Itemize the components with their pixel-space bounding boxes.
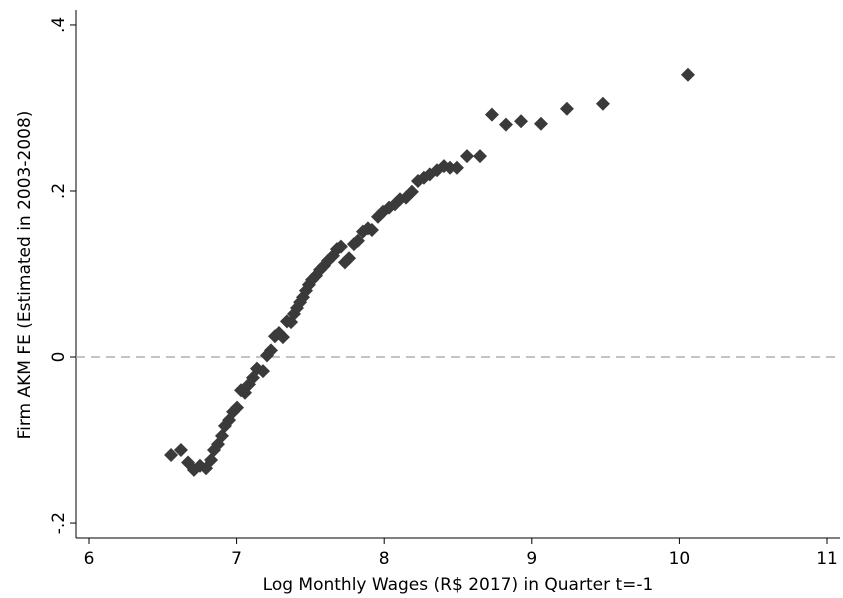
- point: [342, 251, 357, 266]
- x-tick-label: 6: [84, 549, 95, 569]
- point: [472, 149, 487, 164]
- point: [204, 452, 219, 467]
- x-tick-label: 11: [816, 549, 838, 569]
- point: [245, 370, 260, 385]
- point: [173, 443, 188, 457]
- point: [214, 428, 229, 443]
- x-tick-label: 8: [379, 549, 390, 569]
- point: [256, 364, 271, 379]
- point: [498, 117, 513, 132]
- point: [337, 255, 352, 270]
- x-axis-title: Log Monthly Wages (R$ 2017) in Quarter t…: [263, 575, 654, 595]
- point: [533, 116, 548, 131]
- point: [460, 149, 475, 164]
- x-tick-label: 9: [526, 549, 537, 569]
- x-tick-label: 10: [669, 549, 691, 569]
- x-tick-label: 7: [231, 549, 242, 569]
- y-tick-label: 0: [49, 352, 69, 363]
- point: [559, 101, 574, 116]
- y-tick-label: -.2: [49, 512, 69, 534]
- point: [595, 96, 610, 111]
- point: [404, 184, 419, 199]
- y-tick-label: .4: [49, 17, 69, 33]
- point: [680, 67, 695, 82]
- point: [230, 400, 245, 415]
- point: [484, 107, 499, 122]
- point: [350, 233, 365, 248]
- point: [449, 160, 464, 175]
- point: [364, 223, 379, 237]
- point: [263, 343, 278, 358]
- point: [275, 330, 290, 345]
- point: [333, 239, 348, 254]
- point: [164, 447, 179, 462]
- y-axis-title: Firm AKM FE (Estimated in 2003-2008): [15, 111, 35, 440]
- y-tick-label: .2: [49, 183, 69, 199]
- point: [514, 114, 529, 129]
